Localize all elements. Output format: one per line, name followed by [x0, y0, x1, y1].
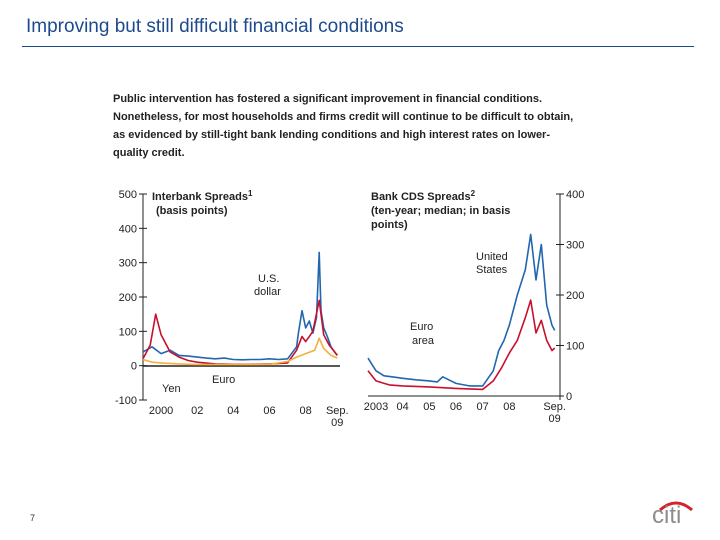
- left-y-tick-label: 300: [119, 258, 137, 270]
- right-y-ticks: 0 100 200 300 400: [556, 189, 584, 403]
- left-x-tick-label: 2000: [149, 405, 173, 417]
- right-y-tick-label: 0: [566, 391, 572, 403]
- citi-arc-icon: [659, 501, 693, 512]
- right-series-line-united-states: [367, 233, 556, 387]
- left-panel-title: Interbank Spreads1: [152, 189, 253, 203]
- right-x-ticks: 2003 04 05 06 07 08 Sep.09: [364, 401, 566, 425]
- left-x-tick-label: 08: [300, 405, 312, 417]
- left-x-tick-label: 09: [331, 417, 343, 429]
- left-x-tick-label: Sep.: [326, 405, 349, 417]
- left-y-tick-label: 500: [119, 189, 137, 201]
- right-panel-title: Bank CDS Spreads2: [371, 189, 476, 203]
- left-y-tick-label: 0: [131, 361, 137, 373]
- right-y-tick-label: 400: [566, 189, 584, 201]
- right-x-tick-label: 09: [549, 413, 561, 425]
- left-series: [142, 251, 338, 366]
- logo-text: citi: [652, 502, 682, 529]
- right-y-tick-label: 100: [566, 341, 584, 353]
- left-series-line-u-s-dollar: [142, 251, 338, 361]
- right-x-tick-label: 08: [503, 401, 515, 413]
- right-panel-subtitle: (ten-year; median; in basis: [371, 205, 510, 217]
- right-panel-subtitle-2: points): [371, 219, 408, 231]
- left-series-line-yen: [142, 337, 338, 366]
- page-number: 7: [30, 513, 36, 523]
- right-series: [367, 233, 556, 391]
- slide-title: Improving but still difficult financial …: [26, 16, 404, 37]
- right-x-tick-label: 2003: [364, 401, 388, 413]
- left-y-tick-label: 200: [119, 292, 137, 304]
- left-panel-subtitle: (basis points): [156, 205, 228, 217]
- right-x-tick-label: 06: [450, 401, 462, 413]
- intro-text: Public intervention has fostered a signi…: [113, 93, 574, 159]
- label-united-states-2: States: [476, 264, 508, 276]
- right-x-tick-label: 07: [477, 401, 489, 413]
- left-y-tick-label: -100: [115, 395, 137, 407]
- label-united-states-1: United: [476, 251, 508, 263]
- left-y-tick-label: 400: [119, 223, 137, 235]
- interbank-spreads-panel: Interbank Spreads1 (basis points) U.S. d…: [115, 189, 349, 429]
- left-x-ticks: 2000 02 04 06 08 Sep.09: [149, 405, 349, 429]
- label-us-dollar-1: U.S.: [258, 273, 279, 285]
- right-series-line-euro-area: [367, 299, 556, 391]
- left-x-tick-label: 06: [263, 405, 275, 417]
- bank-cds-spreads-panel: Bank CDS Spreads2 (ten-year; median; in …: [364, 189, 585, 425]
- right-x-tick-label: Sep.: [543, 401, 566, 413]
- label-yen: Yen: [162, 383, 181, 395]
- label-euro-area-2: area: [412, 335, 435, 347]
- right-y-tick-label: 200: [566, 290, 584, 302]
- label-us-dollar-2: dollar: [254, 286, 281, 298]
- right-x-tick-label: 04: [397, 401, 409, 413]
- right-y-tick-label: 300: [566, 240, 584, 252]
- label-euro-left: Euro: [212, 374, 235, 386]
- left-y-ticks: -100 0 100 200 300 400 500: [115, 189, 147, 407]
- right-x-tick-label: 05: [423, 401, 435, 413]
- title-rule: [22, 46, 694, 47]
- citi-logo: citi: [652, 496, 698, 529]
- label-euro-area-1: Euro: [410, 321, 433, 333]
- left-y-tick-label: 100: [119, 326, 137, 338]
- left-series-line-euro: [142, 299, 338, 366]
- left-x-tick-label: 02: [191, 405, 203, 417]
- left-x-tick-label: 04: [227, 405, 239, 417]
